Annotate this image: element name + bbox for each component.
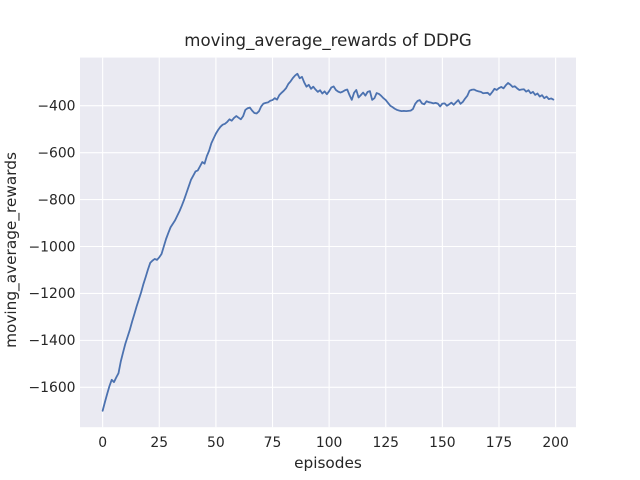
x-tick-label: 150 (429, 435, 456, 451)
x-tick-label: 125 (372, 435, 399, 451)
y-axis-label: moving_average_rewards (2, 152, 21, 348)
y-tick-label: −1600 (29, 380, 76, 396)
reward-line (101, 72, 555, 412)
x-tick-label: 175 (486, 435, 513, 451)
x-tick-label: 200 (542, 435, 569, 451)
x-tick-label: 100 (316, 435, 343, 451)
y-tick-label: −1400 (29, 333, 76, 349)
chart-title: moving_average_rewards of DDPG (184, 31, 471, 51)
y-tick-label: −400 (37, 99, 75, 115)
y-tick-label: −1200 (29, 286, 76, 302)
x-tick-label: 0 (98, 435, 107, 451)
x-tick-label: 50 (207, 435, 225, 451)
x-tick-label: 75 (264, 435, 282, 451)
y-tick-label: −800 (37, 192, 75, 208)
plot-background (80, 57, 576, 428)
x-axis-label: episodes (294, 454, 362, 472)
y-tick-label: −600 (37, 145, 75, 161)
y-tick-label: −1000 (29, 239, 76, 255)
x-tick-label: 25 (150, 435, 168, 451)
